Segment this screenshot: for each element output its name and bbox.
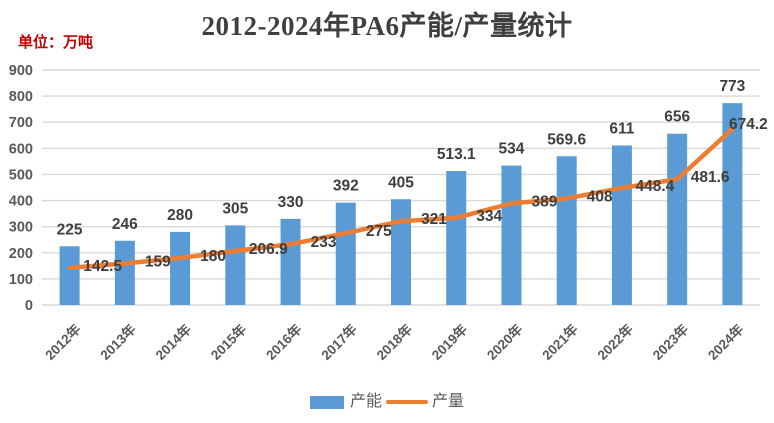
y-tick-label: 100	[9, 272, 33, 288]
line-value-label: 180	[200, 248, 226, 265]
y-tick-label: 800	[9, 89, 33, 105]
line-value-label: 448.4	[636, 178, 675, 195]
x-tick-label: 2015年	[207, 320, 249, 362]
legend-production-label: 产量	[432, 393, 465, 410]
bar-2017年	[335, 202, 356, 305]
bar-2024年	[722, 103, 743, 306]
bar-2023年	[667, 133, 688, 305]
bar-value-label: 513.1	[437, 146, 476, 163]
legend-item-capacity: 产能	[309, 392, 382, 412]
production-line-swatch-icon	[386, 399, 428, 405]
x-tick-label: 2022年	[594, 320, 636, 362]
line-value-label: 321	[421, 211, 447, 228]
x-tick-label: 2019年	[428, 320, 470, 362]
bar-2022年	[611, 145, 632, 305]
x-tick-label: 2021年	[539, 320, 581, 362]
x-tick-label: 2024年	[704, 320, 746, 362]
bar-value-label: 569.6	[547, 131, 586, 148]
legend-capacity-label: 产能	[349, 393, 382, 410]
y-tick-label: 400	[9, 194, 33, 210]
line-value-label: 408	[587, 188, 613, 205]
bar-value-label: 611	[609, 120, 634, 137]
x-tick-label: 2017年	[318, 320, 360, 362]
bar-value-label: 280	[167, 207, 193, 224]
bar-value-label: 534	[499, 141, 525, 158]
line-value-label: 674.2	[729, 116, 768, 133]
y-tick-label: 300	[9, 220, 33, 236]
y-tick-label: 600	[9, 141, 33, 157]
bar-2012年	[59, 246, 80, 305]
bar-2016年	[280, 218, 301, 305]
x-tick-label: 2016年	[263, 320, 305, 362]
chart-title: 2012-2024年PA6产能/产量统计	[201, 11, 573, 41]
y-tick-label: 200	[9, 246, 33, 262]
x-tick-label: 2014年	[152, 320, 194, 362]
x-tick-label: 2023年	[649, 320, 691, 362]
bar-value-label: 656	[664, 109, 690, 126]
bar-2021年	[556, 156, 577, 305]
bar-value-label: 305	[222, 200, 248, 217]
x-tick-label: 2013年	[97, 320, 139, 362]
legend-item-production: 产量	[382, 392, 464, 412]
bar-value-label: 225	[57, 221, 83, 238]
y-tick-label: 700	[9, 115, 33, 131]
line-value-label: 233	[311, 234, 337, 251]
y-tick-label: 900	[9, 63, 33, 79]
line-value-label: 334	[476, 208, 502, 225]
bar-2018年	[391, 199, 411, 305]
line-value-label: 142.5	[83, 258, 122, 275]
bar-value-label: 773	[719, 78, 745, 95]
line-value-label: 159	[145, 253, 171, 270]
capacity-bar-swatch-icon	[309, 395, 344, 409]
bar-2015年	[225, 225, 246, 305]
y-tick-label: 0	[25, 298, 33, 314]
bar-2014年	[170, 231, 191, 305]
x-tick-label: 2018年	[373, 320, 415, 362]
bar-value-label: 392	[333, 178, 359, 195]
line-value-label: 206.9	[249, 241, 288, 258]
x-tick-label: 2020年	[483, 320, 525, 362]
x-tick-label: 2012年	[42, 320, 84, 362]
production-line	[67, 126, 735, 271]
bar-2013年	[114, 240, 135, 305]
bar-2019年	[446, 171, 467, 305]
line-value-label: 389	[532, 193, 558, 210]
chart-legend: 产能 产量	[0, 392, 774, 412]
bar-value-label: 330	[278, 194, 304, 211]
y-tick-label: 500	[9, 167, 33, 183]
bar-value-label: 246	[112, 216, 138, 233]
line-value-label: 481.6	[691, 169, 730, 186]
y-axis-unit-label: 单位：万吨	[18, 34, 94, 51]
bar-2020年	[501, 165, 522, 305]
line-value-label: 275	[366, 223, 392, 240]
bar-value-label: 405	[388, 174, 414, 191]
